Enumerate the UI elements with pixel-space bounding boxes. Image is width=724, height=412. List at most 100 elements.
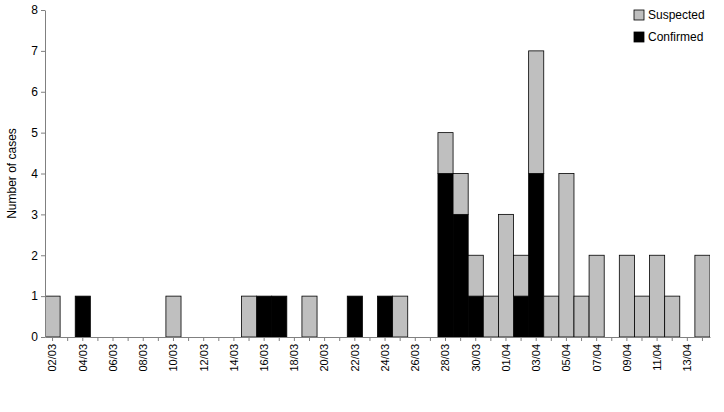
x-tick-mark xyxy=(143,337,144,341)
x-tick-mark xyxy=(415,337,416,341)
x-tick-label: 08/03 xyxy=(137,344,149,372)
x-tick-label: 22/03 xyxy=(349,344,361,372)
x-tick: 04/03 xyxy=(77,337,89,372)
x-tick xyxy=(430,337,431,341)
y-tick: 2 xyxy=(31,249,45,263)
bar xyxy=(589,255,604,337)
x-tick-label: 18/03 xyxy=(288,344,300,372)
y-tick-label: 4 xyxy=(31,167,38,181)
x-tick xyxy=(67,337,68,341)
bar xyxy=(211,337,226,338)
bar xyxy=(347,296,362,297)
bar xyxy=(362,337,377,338)
x-tick: 16/03 xyxy=(258,337,270,372)
x-tick-mark xyxy=(687,337,688,341)
x-tick xyxy=(188,337,189,341)
x-tick-mark xyxy=(158,337,159,341)
bar xyxy=(317,337,332,338)
x-tick: 02/03 xyxy=(46,337,58,372)
y-tick-label: 3 xyxy=(31,208,38,222)
bar xyxy=(196,337,211,338)
bar xyxy=(468,255,483,296)
bar xyxy=(241,296,256,337)
x-tick-mark xyxy=(279,337,280,341)
x-tick-label: 04/03 xyxy=(77,344,89,372)
bar xyxy=(408,337,423,338)
bar xyxy=(619,255,634,337)
y-tick-mark xyxy=(41,133,45,134)
x-tick-mark xyxy=(400,337,401,341)
x-tick xyxy=(158,337,159,341)
x-tick-label: 28/03 xyxy=(439,344,451,372)
x-tick-mark xyxy=(218,337,219,341)
x-tick xyxy=(521,337,522,341)
bar xyxy=(105,337,120,338)
x-tick xyxy=(702,337,703,341)
y-tick: 6 xyxy=(31,85,45,99)
x-tick xyxy=(249,337,250,341)
x-tick-mark xyxy=(475,337,476,341)
series-bars xyxy=(45,51,710,337)
bar xyxy=(695,255,710,337)
legend-item: Confirmed xyxy=(634,30,703,44)
x-tick xyxy=(490,337,491,341)
y-axis-title: Number of cases xyxy=(5,128,19,219)
bar xyxy=(378,296,393,297)
bar xyxy=(181,337,196,338)
x-axis: 02/0304/0306/0308/0310/0312/0314/0316/03… xyxy=(46,337,711,372)
x-tick-label: 03/04 xyxy=(530,344,542,372)
bar xyxy=(90,337,105,338)
y-tick: 0 xyxy=(31,330,45,344)
x-tick xyxy=(369,337,370,341)
bar xyxy=(438,133,453,174)
x-tick xyxy=(460,337,461,341)
legend: Suspected Confirmed xyxy=(634,8,705,44)
plot: 02/0304/0306/0308/0310/0312/0314/0316/03… xyxy=(31,3,710,371)
y-tick-label: 5 xyxy=(31,126,38,140)
x-tick-label: 20/03 xyxy=(318,344,330,372)
y-tick-mark xyxy=(41,337,45,338)
x-tick-mark xyxy=(505,337,506,341)
x-tick-mark xyxy=(128,337,129,341)
x-tick xyxy=(581,337,582,341)
y-tick-label: 7 xyxy=(31,44,38,58)
x-tick: 26/03 xyxy=(409,337,421,372)
y-tick-label: 2 xyxy=(31,249,38,263)
x-tick: 14/03 xyxy=(228,337,240,372)
bar xyxy=(514,296,529,337)
x-tick-mark xyxy=(536,337,537,341)
y-tick-mark xyxy=(41,51,45,52)
x-tick: 28/03 xyxy=(439,337,451,372)
x-tick-mark xyxy=(641,337,642,341)
x-tick-mark xyxy=(657,337,658,341)
x-tick-label: 05/04 xyxy=(560,344,572,372)
bar xyxy=(302,296,317,337)
bar xyxy=(317,337,332,338)
bar xyxy=(166,296,181,337)
bar xyxy=(634,296,649,337)
legend-item: Suspected xyxy=(634,8,705,22)
bar xyxy=(423,337,438,338)
y-tick-mark xyxy=(41,92,45,93)
bar xyxy=(378,296,393,337)
x-tick xyxy=(218,337,219,341)
y-tick: 7 xyxy=(31,44,45,58)
bar xyxy=(393,296,408,337)
x-tick xyxy=(128,337,129,341)
y-axis-line xyxy=(45,11,46,338)
x-tick-mark xyxy=(203,337,204,341)
bar xyxy=(226,337,241,338)
bar xyxy=(211,337,226,338)
x-tick-mark xyxy=(551,337,552,341)
x-tick-label: 06/03 xyxy=(107,344,119,372)
bar xyxy=(438,174,453,338)
bar xyxy=(272,296,287,297)
x-tick-mark xyxy=(521,337,522,341)
x-tick-mark xyxy=(566,337,567,341)
y-tick-mark xyxy=(41,174,45,175)
x-tick-mark xyxy=(369,337,370,341)
bar xyxy=(650,255,665,337)
y-tick: 8 xyxy=(31,3,45,17)
x-tick-label: 07/04 xyxy=(590,344,602,372)
x-tick-mark xyxy=(324,337,325,341)
